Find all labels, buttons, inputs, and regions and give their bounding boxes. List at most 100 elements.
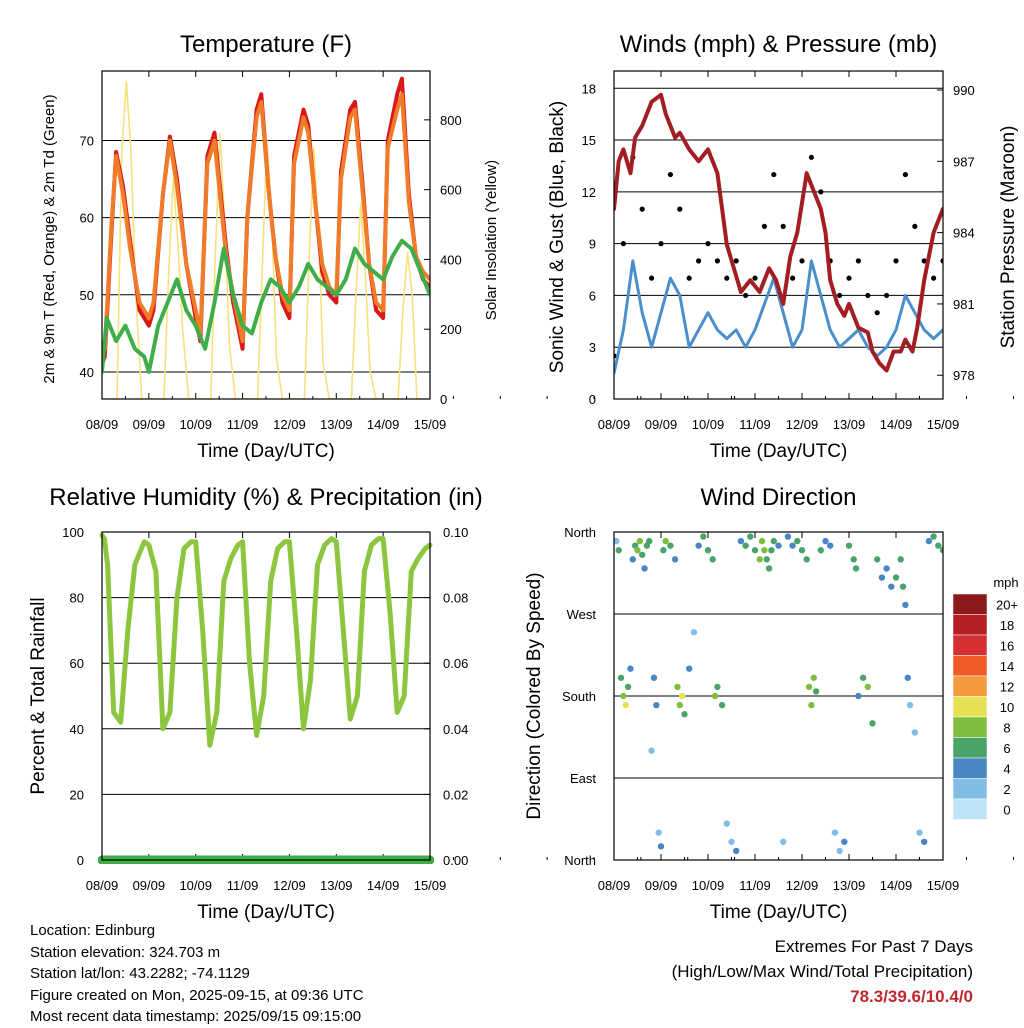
y-tick-label: 0 (589, 392, 596, 407)
direction-point (869, 720, 876, 727)
gust-point (724, 275, 730, 281)
y-tick-label: 70 (80, 133, 94, 148)
gust-point (771, 171, 777, 178)
gust-point (733, 258, 739, 264)
y-tick-label: 60 (80, 211, 94, 226)
y-right-tick-label: 0.08 (443, 591, 468, 606)
x-tick-label: 09/09 (645, 417, 678, 432)
y-right-tick-label: 0.00 (443, 853, 468, 868)
y-tick-label: 40 (70, 722, 84, 737)
gust-point (855, 258, 862, 264)
legend-label: 0 (1003, 802, 1010, 817)
direction-point (636, 537, 644, 545)
y-tick-label: 6 (589, 288, 596, 303)
legend-swatch (952, 757, 988, 779)
direction-point (723, 820, 730, 827)
direction-point (655, 829, 662, 836)
extremes-heading: Extremes For Past 7 Days (774, 937, 973, 956)
direction-point (671, 556, 679, 563)
direction-point (648, 747, 655, 754)
direction-point (653, 701, 660, 709)
direction-point (690, 629, 698, 636)
direction-point (841, 838, 848, 845)
legend-label: 2 (1003, 782, 1010, 797)
gust-point (686, 275, 692, 281)
direction-point (756, 556, 763, 563)
y-right-tick-label: 0.02 (443, 787, 468, 802)
plot-area (614, 92, 943, 375)
gust-point (752, 275, 758, 281)
direction-point (803, 556, 810, 563)
gust-point (837, 292, 843, 299)
direction-point (704, 547, 712, 554)
direction-point (904, 674, 911, 681)
plot-area (98, 532, 434, 864)
direction-point (622, 701, 629, 709)
direction-point (718, 701, 726, 709)
direction-point (827, 542, 834, 549)
series-temp-2m (102, 76, 430, 367)
direction-point (822, 537, 829, 545)
direction-point (897, 556, 904, 563)
x-tick-label: 11/09 (739, 417, 771, 432)
x-tick-label: 14/09 (880, 878, 913, 893)
direction-point (695, 542, 702, 549)
station-elevation: Station elevation: 324.703 m (30, 943, 221, 961)
y-right-tick-label: 990 (953, 83, 975, 98)
gust-point (714, 258, 721, 264)
x-tick-label: 13/09 (320, 878, 353, 893)
gust-point (912, 223, 918, 229)
y-right-tick-label: 0.10 (443, 525, 468, 540)
extremes-box: Extremes For Past 7 Days (High/Low/Max W… (672, 934, 973, 1009)
gust-point (677, 206, 683, 212)
direction-point (646, 537, 653, 545)
gust-point (865, 292, 871, 299)
station-latlon: Station lat/lon: 43.2282; -74.1129 (30, 965, 250, 982)
y-axis-label: Percent & Total Rainfall (28, 597, 49, 794)
panel-2: Winds (mph) & Pressure (mb) Time (Day/UTC… (547, 31, 1019, 462)
gust-point (743, 292, 749, 299)
y-tick-label: 100 (62, 525, 84, 540)
y-right-tick-label: 981 (953, 297, 975, 312)
direction-point (906, 701, 914, 709)
direction-point (761, 547, 768, 554)
direction-point (620, 692, 627, 700)
direction-point (899, 583, 907, 590)
direction-point (911, 729, 918, 736)
y-tick-label: 0 (77, 853, 84, 868)
x-tick-label: 08/09 (598, 878, 631, 893)
direction-point (686, 665, 693, 672)
direction-point (728, 838, 735, 845)
plot-frame (613, 531, 944, 861)
gust-point (846, 275, 852, 281)
gust-point (874, 310, 880, 316)
direction-point (935, 542, 942, 549)
series-rh (99, 532, 433, 748)
direction-point (667, 542, 674, 549)
direction-point (751, 547, 759, 554)
direction-point (925, 537, 933, 545)
y-tick-label: North (564, 525, 596, 540)
direction-point (681, 711, 688, 718)
direction-point (709, 556, 716, 563)
y-right-tick-label: 600 (440, 183, 462, 198)
x-tick-label: 11/09 (227, 417, 259, 432)
direction-point (864, 683, 871, 691)
direction-point (627, 665, 634, 672)
y-tick-label: 12 (582, 185, 596, 200)
x-tick-label: 09/09 (133, 417, 166, 432)
x-tick-label: 15/09 (927, 878, 960, 893)
legend-swatch (952, 737, 988, 759)
y-tick-label: 20 (70, 787, 84, 802)
y-right-tick-label: 400 (440, 252, 462, 267)
y-right-tick-label: 978 (953, 368, 975, 383)
x-tick-label: 08/09 (86, 878, 119, 893)
y-right-tick-label: 0 (440, 392, 447, 407)
series-wind (614, 259, 943, 375)
x-tick-label: 08/09 (598, 417, 631, 432)
y-tick-label: East (570, 771, 596, 786)
gust-point (696, 258, 702, 264)
direction-point (836, 847, 843, 855)
direction-point (916, 829, 923, 836)
legend-label: 16 (1000, 638, 1014, 653)
